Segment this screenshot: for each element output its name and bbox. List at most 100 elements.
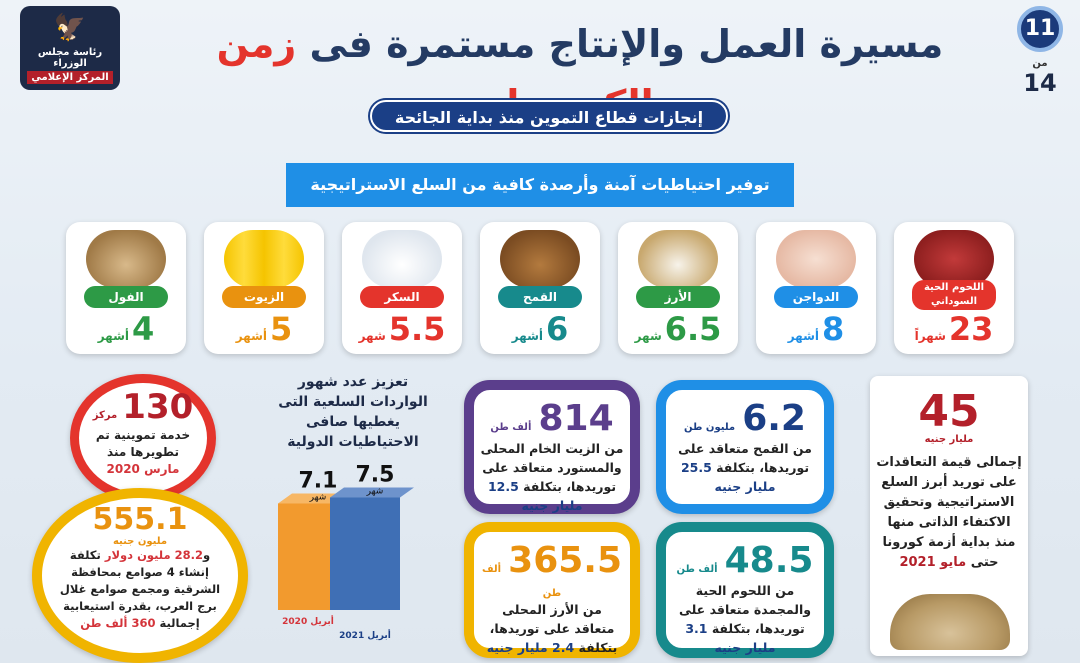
rice-stat-cost: 2.4 مليار جنيه [486, 640, 575, 655]
oil-stat-cost: 12.5 مليار جنيه [487, 479, 583, 513]
oil-icon [224, 230, 304, 288]
rice-stat-box: 365.5 ألف طن من الأرز المحلى متعاقد على … [464, 522, 640, 658]
chart-unit-label: شهر [309, 493, 327, 503]
section-title: توفير احتياطيات آمنة وأرصدة كافية من الس… [286, 163, 794, 207]
meat-icon [914, 230, 994, 288]
meat-stat-value: 48.5 [724, 540, 814, 581]
total-contracts-value: 45 [918, 386, 980, 437]
title-main: مسيرة العمل والإنتاج مستمرة فى [309, 22, 944, 66]
oil-stat-unit: ألف طن [490, 422, 532, 433]
total-contracts-box: 45 مليار جنيه إجمالى قيمة التعاقدات على … [870, 376, 1028, 656]
poultry-icon [776, 230, 856, 288]
commodity-card: القمح 6أشهر [480, 222, 600, 354]
commodity-unit: أشهر [235, 329, 268, 343]
commodity-card: السكر 5.5شهر [342, 222, 462, 354]
service-centers-date: مارس 2020 [106, 462, 180, 476]
oil-stat-text: من الزيت الخام المحلى والمستورد متعاقد ع… [480, 441, 624, 513]
meat-stat-cost: 3.1 مليار جنيه [685, 621, 776, 655]
meat-stat-unit: ألف طن [676, 564, 718, 575]
commodity-value: 6.5 [664, 310, 722, 348]
commodity-card: اللحوم الحية السوداني 23شهراً [894, 222, 1014, 354]
silos-circle: 555.1 مليون جنيه و28.2 مليون دولار تكلفة… [32, 488, 248, 663]
rice-icon [638, 230, 718, 288]
service-centers-circle: 130 مركز خدمة تموينية تم تطويرها منذ مار… [70, 374, 216, 502]
silos-dollars: 28.2 مليون دولار [104, 548, 203, 562]
months-chart: 7.1 شهر أبريل 2020 7.5 شهر أبريل 2021 [258, 460, 468, 660]
wheat-stat-cost: 25.5 مليار جنيه [680, 460, 776, 494]
wheat-stat-value: 6.2 [742, 398, 806, 439]
wheat-sack-icon [890, 594, 1010, 650]
total-pages: 14 [1023, 69, 1057, 97]
rice-stat-unit: ألف طن [481, 564, 562, 599]
commodity-unit: شهراً [914, 329, 946, 343]
oil-stat-box: 814 ألف طن من الزيت الخام المحلى والمستو… [464, 380, 640, 514]
chart-category-label: أبريل 2021 [339, 629, 391, 641]
commodity-months: 23شهراً [906, 310, 1002, 348]
commodity-value: 4 [132, 310, 155, 348]
commodity-months: 6.5شهر [630, 310, 726, 348]
silos-unit: مليون جنيه [112, 536, 168, 547]
wheat-stat-box: 6.2 مليون طن من القمح متعاقد على توريدها… [656, 380, 834, 514]
service-centers-value: 130 [122, 387, 194, 427]
commodity-unit: شهر [358, 329, 386, 343]
service-centers-text: خدمة تموينية تم تطويرها منذ مارس 2020 [95, 428, 191, 476]
eagle-emblem-icon: 🦅 [53, 13, 87, 43]
commodity-value: 23 [948, 310, 994, 348]
silos-value: 555.1 [92, 502, 188, 537]
total-contracts-unit: مليار جنيه [924, 434, 974, 445]
silos-capacity: 360 ألف طن [80, 616, 156, 630]
commodity-label: الفول [84, 286, 168, 308]
commodity-card: الأرز 6.5شهر [618, 222, 738, 354]
commodity-unit: أشهر [97, 329, 130, 343]
commodity-value: 5.5 [388, 310, 446, 348]
current-page: 11 [1017, 6, 1063, 52]
commodity-months: 8أشهر [768, 310, 864, 348]
chart-unit-label: شهر [366, 487, 384, 497]
wheat-stat-unit: مليون طن [684, 422, 736, 433]
page-indicator: 11 من 14 [1012, 6, 1068, 106]
chart-value-label: 7.1 [299, 469, 338, 494]
commodity-label: السكر [360, 286, 444, 308]
oil-stat-value: 814 [538, 398, 614, 439]
rice-stat-value: 365.5 [508, 540, 623, 581]
meat-stat-text: من اللحوم الحية والمجمدة متعاقد على توري… [678, 583, 812, 655]
commodity-months: 5أشهر [216, 310, 312, 348]
logo-line1: رئاسة مجلس الوزراء [37, 47, 103, 69]
commodity-label: الأرز [636, 286, 720, 308]
commodity-label: الدواجن [774, 286, 858, 308]
commodity-value: 8 [822, 310, 845, 348]
commodity-months: 4أشهر [78, 310, 174, 348]
commodity-unit: أشهر [511, 329, 544, 343]
commodity-unit: شهر [634, 329, 662, 343]
commodity-months: 5.5شهر [354, 310, 450, 348]
cabinet-logo: 🦅 رئاسة مجلس الوزراء المركز الإعلامي [20, 6, 120, 90]
commodity-card: الزيوت 5أشهر [204, 222, 324, 354]
chart-category-label: أبريل 2020 [282, 615, 334, 627]
total-contracts-date: مايو 2021 [899, 555, 967, 570]
commodity-unit: أشهر [787, 329, 820, 343]
silos-text: و28.2 مليون دولار تكلفة إنشاء 4 صوامع بم… [59, 548, 221, 630]
sugar-icon [362, 230, 442, 288]
meat-stat-box: 48.5 ألف طن من اللحوم الحية والمجمدة متع… [656, 522, 834, 658]
commodity-card: الدواجن 8أشهر [756, 222, 876, 354]
subtitle-pill: إنجازات قطاع التموين منذ بداية الجائحة [370, 100, 728, 132]
commodity-value: 5 [270, 310, 293, 348]
commodity-months: 6أشهر [492, 310, 588, 348]
commodity-label: القمح [498, 286, 582, 308]
logo-line2: المركز الإعلامي [27, 71, 113, 84]
rice-stat-text: من الأرز المحلى متعاقد على توريدها، بتكل… [486, 602, 618, 655]
commodity-card: الفول 4أشهر [66, 222, 186, 354]
wheat-icon [500, 230, 580, 288]
page-of: من [1032, 58, 1048, 69]
chart-bar [278, 503, 338, 610]
chart-bar [330, 497, 400, 610]
chart-title: تعزيز عدد شهور الواردات السلعية التى يغط… [278, 374, 428, 450]
page-title: مسيرة العمل والإنتاج مستمرة فى زمن الكور… [150, 14, 1010, 126]
beans-icon [86, 230, 166, 288]
chart-value-label: 7.5 [356, 463, 395, 488]
service-centers-unit: مركز [92, 410, 118, 421]
total-contracts-text: إجمالى قيمة التعاقدات على توريد أبرز الس… [876, 455, 1022, 570]
chart-bar-top [330, 487, 414, 498]
commodity-label: الزيوت [222, 286, 306, 308]
